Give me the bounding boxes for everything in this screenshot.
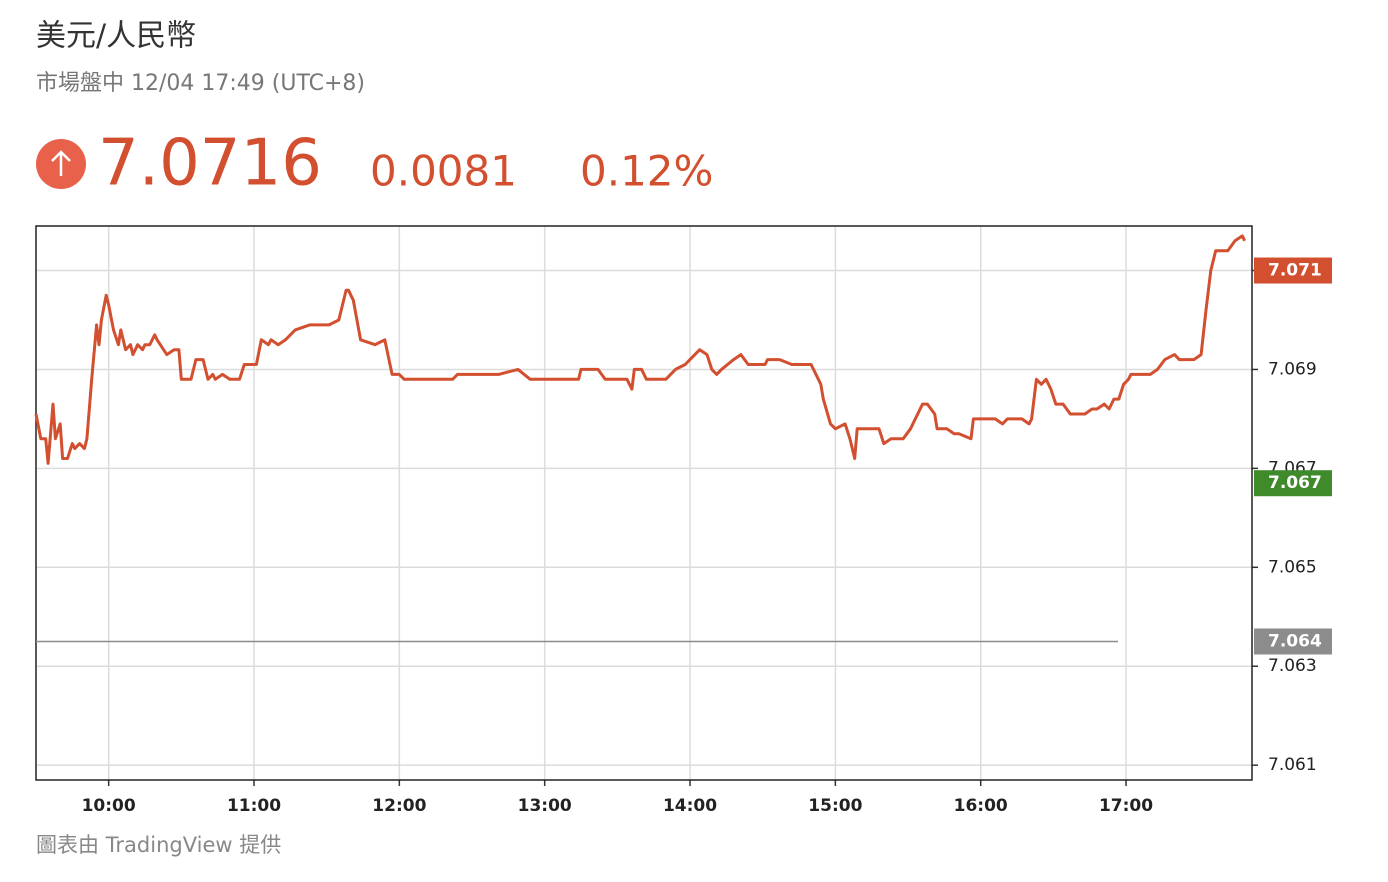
x-tick-label: 10:00	[82, 796, 136, 816]
title: 美元/人民幣	[36, 19, 196, 54]
up-arrow	[51, 150, 71, 176]
price: 7.0716	[98, 127, 322, 201]
price-badge-label: 7.064	[1268, 632, 1322, 652]
y-tick-label: 7.069	[1268, 359, 1317, 379]
x-tick-label: 11:00	[227, 796, 281, 816]
y-tick-label: 7.061	[1268, 755, 1317, 775]
plot-frame	[35, 225, 1253, 781]
x-tick-label: 17:00	[1099, 796, 1153, 816]
change-percent: 0.12%	[580, 147, 713, 196]
price-badge	[1254, 257, 1332, 284]
y-tick-label: 7.065	[1268, 557, 1317, 577]
y-tick-label: 7.063	[1268, 656, 1317, 676]
price-line	[34, 234, 1247, 465]
price-badge	[1254, 470, 1332, 497]
x-tick-label: 15:00	[808, 796, 862, 816]
subtitle: 市場盤中 12/04 17:49 (UTC+8)	[36, 71, 365, 96]
x-tick-label: 13:00	[518, 796, 572, 816]
price-badge	[1254, 628, 1332, 655]
price-badge-label: 7.067	[1268, 473, 1322, 493]
x-tick-label: 14:00	[663, 796, 717, 816]
x-tick-label: 12:00	[372, 796, 426, 816]
source: 圖表由 TradingView 提供	[36, 833, 281, 857]
x-tick-label: 16:00	[954, 796, 1008, 816]
change: 0.0081	[370, 147, 517, 196]
price-badge-label: 7.071	[1268, 261, 1322, 281]
